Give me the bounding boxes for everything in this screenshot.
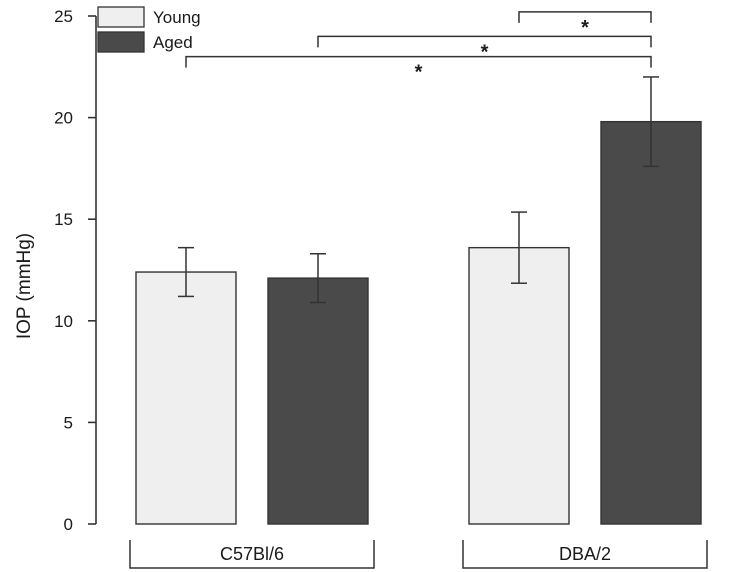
y-tick-label: 5 [64, 413, 73, 432]
bar-young-dba-2 [468, 246, 570, 525]
group-labels: C57Bl/6 DBA/2 [129, 540, 708, 569]
significance-asterisk: * [581, 17, 589, 39]
significance-bracket [317, 35, 652, 48]
group-bracket [462, 540, 708, 569]
y-tick-label: 10 [54, 312, 73, 331]
y-axis-label: IOP (mmHg) [14, 233, 35, 339]
legend-label-aged: Aged [153, 33, 193, 52]
group-label: DBA/2 [559, 544, 611, 564]
group-bracket [129, 540, 375, 569]
y-tick-label: 25 [54, 7, 73, 26]
legend: Young Aged [97, 6, 201, 53]
bars [135, 120, 702, 525]
y-tick-label: 20 [54, 109, 73, 128]
significance-bracket [518, 11, 652, 23]
bar-young-c57bl-6 [135, 271, 237, 525]
bar-aged-c57bl-6 [267, 277, 369, 525]
significance-asterisk: * [415, 62, 423, 84]
bar-aged-dba-2 [600, 120, 702, 525]
error-bars [178, 76, 659, 304]
significance-brackets: * * * [185, 11, 652, 84]
y-tick-label: 15 [54, 210, 73, 229]
legend-label-young: Young [153, 8, 201, 27]
axes: 0 5 10 15 20 25 [54, 7, 97, 534]
group-label: C57Bl/6 [220, 544, 284, 564]
y-tick-label: 0 [64, 515, 73, 534]
legend-swatch-aged [97, 31, 145, 53]
significance-asterisk: * [481, 41, 489, 63]
significance-bracket [185, 55, 652, 68]
legend-swatch-young [97, 6, 145, 28]
